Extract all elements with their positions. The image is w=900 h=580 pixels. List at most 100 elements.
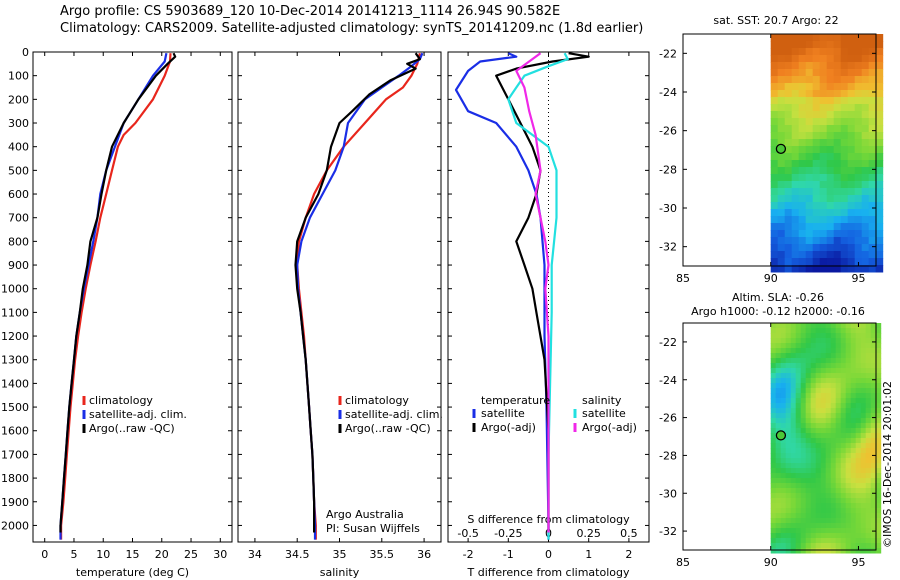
map-cell bbox=[777, 195, 786, 203]
map-cell bbox=[870, 508, 877, 514]
map-cell bbox=[854, 244, 863, 252]
map-cell bbox=[875, 363, 882, 369]
map-cell bbox=[790, 453, 797, 459]
map-cell bbox=[870, 488, 877, 494]
map-cell bbox=[790, 543, 797, 549]
map-cell bbox=[795, 478, 802, 484]
map-cell bbox=[861, 209, 870, 217]
map-cell bbox=[805, 528, 812, 534]
map-cell bbox=[861, 132, 870, 140]
map-cell bbox=[777, 83, 786, 91]
map-cell bbox=[820, 518, 827, 524]
map-cell bbox=[810, 513, 817, 519]
map-cell bbox=[850, 423, 857, 429]
map-cell bbox=[805, 533, 812, 539]
map-cell bbox=[805, 453, 812, 459]
map-cell bbox=[800, 338, 807, 344]
map-cell bbox=[833, 160, 842, 168]
map-cell bbox=[805, 373, 812, 379]
map-cell bbox=[868, 167, 877, 175]
map-cell bbox=[861, 244, 870, 252]
map-cell bbox=[775, 423, 782, 429]
map-cell bbox=[805, 230, 814, 238]
map-cell bbox=[833, 69, 842, 77]
map-cell bbox=[840, 493, 847, 499]
map-cell bbox=[854, 139, 863, 147]
map-cell bbox=[805, 493, 812, 499]
map-cell bbox=[868, 265, 877, 273]
map-cell bbox=[835, 488, 842, 494]
map-cell bbox=[855, 548, 862, 554]
map-cell bbox=[820, 403, 827, 409]
map-cell bbox=[805, 76, 814, 84]
map-cell bbox=[810, 468, 817, 474]
map-cell bbox=[805, 468, 812, 474]
map-cell bbox=[825, 508, 832, 514]
map-cell bbox=[805, 160, 814, 168]
map-cell bbox=[840, 538, 847, 544]
map-cell bbox=[875, 548, 882, 554]
map-cell bbox=[875, 393, 882, 399]
map-cell bbox=[820, 418, 827, 424]
map-cell bbox=[790, 328, 797, 334]
map-cell bbox=[830, 408, 837, 414]
map-cell bbox=[870, 358, 877, 364]
map-cell bbox=[868, 62, 877, 70]
map-cell bbox=[795, 398, 802, 404]
map-cell bbox=[805, 363, 812, 369]
map-cell bbox=[854, 202, 863, 210]
map-cell bbox=[805, 104, 814, 112]
map-cell bbox=[770, 353, 777, 359]
map-cell bbox=[875, 62, 884, 70]
map-cell bbox=[870, 343, 877, 349]
map-cell bbox=[850, 398, 857, 404]
map-cell bbox=[815, 453, 822, 459]
map-cell bbox=[865, 483, 872, 489]
y-tick-label: -28 bbox=[659, 449, 677, 462]
map-cell bbox=[775, 328, 782, 334]
map-cell bbox=[790, 433, 797, 439]
map-cell bbox=[868, 83, 877, 91]
map-cell bbox=[845, 498, 852, 504]
map-cell bbox=[770, 503, 777, 509]
map-cell bbox=[805, 398, 812, 404]
map-cell bbox=[795, 413, 802, 419]
top-tick-label: -0.25 bbox=[494, 527, 522, 540]
map-cell bbox=[847, 125, 856, 133]
map-cell bbox=[785, 488, 792, 494]
map-cell bbox=[825, 453, 832, 459]
map-cell bbox=[820, 423, 827, 429]
map-cell bbox=[830, 518, 837, 524]
map-cell bbox=[770, 478, 777, 484]
depth-tick-label: 1600 bbox=[1, 425, 29, 438]
map-cell bbox=[819, 146, 828, 154]
map-cell bbox=[791, 41, 800, 49]
legend-entry: satellite bbox=[481, 407, 525, 420]
map-cell bbox=[854, 111, 863, 119]
map-cell bbox=[795, 488, 802, 494]
map-cell bbox=[868, 188, 877, 196]
map-cell bbox=[777, 104, 786, 112]
map-cell bbox=[850, 393, 857, 399]
map-cell bbox=[795, 533, 802, 539]
map-cell bbox=[825, 378, 832, 384]
map-cell bbox=[865, 338, 872, 344]
map-cell bbox=[826, 139, 835, 147]
map-cell bbox=[770, 244, 779, 252]
map-cell bbox=[805, 216, 814, 224]
map-cell bbox=[780, 353, 787, 359]
map-cell bbox=[784, 153, 793, 161]
map-cell bbox=[875, 518, 882, 524]
map-cell bbox=[854, 104, 863, 112]
map-cell bbox=[770, 408, 777, 414]
map-cell bbox=[780, 443, 787, 449]
map-cell bbox=[875, 216, 884, 224]
map-cell bbox=[825, 373, 832, 379]
map-cell bbox=[798, 90, 807, 98]
map-cell bbox=[819, 265, 828, 273]
map-cell bbox=[820, 468, 827, 474]
map-cell bbox=[798, 223, 807, 231]
map-cell bbox=[819, 83, 828, 91]
map-cell bbox=[770, 403, 777, 409]
map-cell bbox=[812, 153, 821, 161]
